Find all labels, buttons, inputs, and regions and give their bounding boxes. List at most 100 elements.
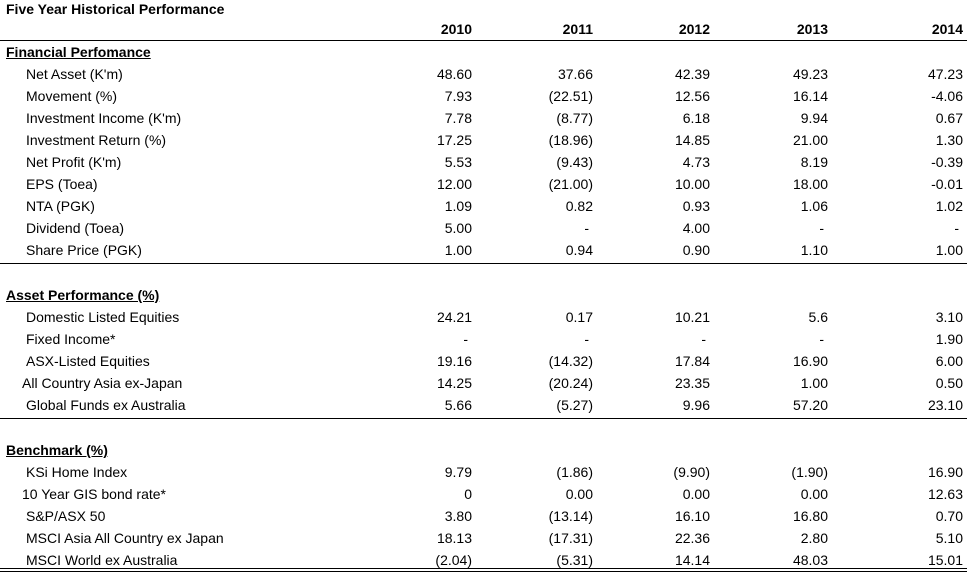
year-header-2012: 2012 bbox=[678, 21, 710, 37]
table-cell: (5.31) bbox=[556, 552, 593, 568]
table-cell: (1.90) bbox=[791, 464, 828, 480]
table-cell: 47.23 bbox=[927, 66, 963, 82]
table-cell: 5.00 bbox=[444, 220, 472, 236]
table-title: Five Year Historical Performance bbox=[6, 1, 225, 17]
table-cell: 5.53 bbox=[444, 154, 472, 170]
table-cell: 14.85 bbox=[674, 132, 710, 148]
table-cell: 9.96 bbox=[682, 397, 710, 413]
table-cell: - bbox=[954, 220, 959, 236]
table-cell: 22.36 bbox=[674, 530, 710, 546]
year-header-2014: 2014 bbox=[931, 21, 963, 37]
table-cell: 0.00 bbox=[682, 486, 710, 502]
table-cell: 16.10 bbox=[674, 508, 710, 524]
table-cell: (9.43) bbox=[556, 154, 593, 170]
row-label: KSi Home Index bbox=[26, 464, 128, 480]
table-cell: 42.39 bbox=[674, 66, 710, 82]
table-cell: (8.77) bbox=[556, 110, 593, 126]
row-label: Net Asset (K'm) bbox=[26, 66, 123, 82]
table-cell: - bbox=[819, 331, 824, 347]
row-label: Investment Income (K'm) bbox=[26, 110, 182, 126]
table-cell: 23.10 bbox=[927, 397, 963, 413]
row-label: All Country Asia ex-Japan bbox=[22, 375, 183, 391]
table-cell: 19.16 bbox=[436, 353, 472, 369]
table-cell: 24.21 bbox=[436, 309, 472, 325]
table-cell: 2.80 bbox=[800, 530, 828, 546]
header-rule bbox=[0, 40, 967, 41]
table-cell: - bbox=[584, 220, 589, 236]
table-cell: 4.00 bbox=[682, 220, 710, 236]
table-cell: 10.21 bbox=[674, 309, 710, 325]
table-cell: (21.00) bbox=[548, 176, 593, 192]
table-cell: 57.20 bbox=[792, 397, 828, 413]
table-cell: 49.23 bbox=[792, 66, 828, 82]
year-header-2010: 2010 bbox=[440, 21, 472, 37]
table-cell: (9.90) bbox=[673, 464, 710, 480]
table-cell: 6.18 bbox=[682, 110, 710, 126]
table-cell: 10.00 bbox=[674, 176, 710, 192]
table-cell: 17.84 bbox=[674, 353, 710, 369]
table-cell: - bbox=[819, 220, 824, 236]
table-cell: 1.90 bbox=[935, 331, 963, 347]
table-cell: 14.25 bbox=[436, 375, 472, 391]
table-cell: 48.60 bbox=[436, 66, 472, 82]
section-title: Financial Perfomance bbox=[6, 44, 151, 60]
row-label: Domestic Listed Equities bbox=[26, 309, 180, 325]
table-cell: 14.14 bbox=[674, 552, 710, 568]
table-cell: 16.14 bbox=[792, 88, 828, 104]
table-cell: 1.10 bbox=[800, 242, 828, 258]
table-cell: 0.82 bbox=[565, 198, 593, 214]
table-cell: 16.90 bbox=[792, 353, 828, 369]
table-cell: 12.63 bbox=[927, 486, 963, 502]
table-cell: 23.35 bbox=[674, 375, 710, 391]
row-label: 10 Year GIS bond rate* bbox=[22, 486, 166, 502]
row-label: Share Price (PGK) bbox=[26, 242, 142, 258]
section-rule-1 bbox=[0, 263, 967, 264]
table-cell: 3.10 bbox=[935, 309, 963, 325]
table-cell: 16.90 bbox=[927, 464, 963, 480]
table-cell: 1.02 bbox=[935, 198, 963, 214]
table-cell: 21.00 bbox=[792, 132, 828, 148]
table-cell: 0.94 bbox=[565, 242, 593, 258]
table-cell: 5.6 bbox=[808, 309, 828, 325]
table-cell: 0.00 bbox=[565, 486, 593, 502]
row-label: ASX-Listed Equities bbox=[26, 353, 150, 369]
table-cell: 1.30 bbox=[935, 132, 963, 148]
table-cell: 0.17 bbox=[565, 309, 593, 325]
row-label: S&P/ASX 50 bbox=[26, 508, 106, 524]
table-cell: - bbox=[584, 331, 589, 347]
row-label: Fixed Income* bbox=[26, 331, 116, 347]
table-cell: 1.09 bbox=[444, 198, 472, 214]
table-cell: -4.06 bbox=[931, 88, 963, 104]
table-cell: 18.13 bbox=[436, 530, 472, 546]
table-cell: 12.56 bbox=[674, 88, 710, 104]
row-label: EPS (Toea) bbox=[26, 176, 98, 192]
section-title: Asset Performance (%) bbox=[6, 287, 160, 303]
table-cell: 1.00 bbox=[800, 375, 828, 391]
table-cell: 16.80 bbox=[792, 508, 828, 524]
table-cell: 18.00 bbox=[792, 176, 828, 192]
row-label: NTA (PGK) bbox=[26, 198, 95, 214]
table-cell: 17.25 bbox=[436, 132, 472, 148]
section-title: Benchmark (%) bbox=[6, 442, 108, 458]
year-header-2013: 2013 bbox=[796, 21, 828, 37]
table-cell: 6.00 bbox=[935, 353, 963, 369]
year-header-2011: 2011 bbox=[562, 21, 593, 37]
table-cell: 7.93 bbox=[444, 88, 472, 104]
table-cell: -0.01 bbox=[931, 176, 963, 192]
row-label: Investment Return (%) bbox=[26, 132, 167, 148]
table-cell: 1.06 bbox=[800, 198, 828, 214]
table-cell: 1.00 bbox=[444, 242, 472, 258]
table-cell: (20.24) bbox=[548, 375, 593, 391]
table-cell: 4.73 bbox=[682, 154, 710, 170]
table-cell: 5.10 bbox=[935, 530, 963, 546]
table-cell: 8.19 bbox=[800, 154, 828, 170]
row-label: Global Funds ex Australia bbox=[26, 397, 186, 413]
row-label: Dividend (Toea) bbox=[26, 220, 125, 236]
table-cell: 0 bbox=[464, 486, 472, 502]
table-cell: (1.86) bbox=[556, 464, 593, 480]
table-cell: 0.50 bbox=[935, 375, 963, 391]
table-cell: 15.01 bbox=[927, 552, 963, 568]
table-cell: - bbox=[701, 331, 706, 347]
row-label: MSCI World ex Australia bbox=[26, 552, 178, 568]
table-cell: 7.78 bbox=[444, 110, 472, 126]
